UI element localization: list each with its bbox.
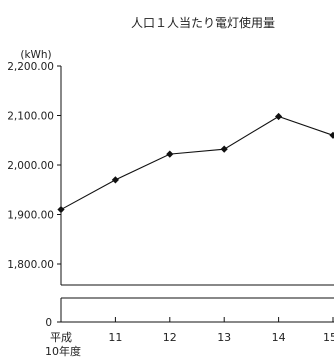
- x-tick-label: 15: [323, 331, 334, 344]
- y-tick-label-0: 0: [45, 317, 52, 329]
- data-point: [111, 176, 119, 184]
- x-tick-label: 平成 10年度: [45, 331, 81, 358]
- data-point: [275, 112, 283, 121]
- x-ticks: 平成 10年度 11 12 13 14 15: [45, 317, 334, 358]
- chart-title: 人口１人当たり電灯使用量: [131, 15, 275, 30]
- data-point: [166, 150, 174, 158]
- y-tick-label: 1,900.00: [7, 210, 54, 222]
- series-line: [60, 115, 334, 211]
- series-markers: [57, 112, 334, 214]
- x-tick-label: 13: [217, 331, 231, 344]
- y-unit-label: (kWh): [20, 49, 51, 61]
- y-tick-label: 2,000.00: [7, 160, 54, 172]
- x-tick-label: 12: [163, 331, 177, 344]
- x-tick-label: 14: [272, 331, 286, 344]
- y-tick-label: 2,100.00: [7, 111, 54, 123]
- x-tick-label: 11: [108, 331, 122, 344]
- y-tick-label: 1,800.00: [7, 259, 54, 271]
- y-ticks: 2,200.00 2,100.00 2,000.00 1,900.00 1,800.00: [7, 61, 61, 271]
- data-point: [57, 205, 65, 214]
- y-tick-label: 2,200.00: [7, 61, 54, 73]
- data-point: [220, 145, 228, 153]
- data-point: [329, 131, 334, 139]
